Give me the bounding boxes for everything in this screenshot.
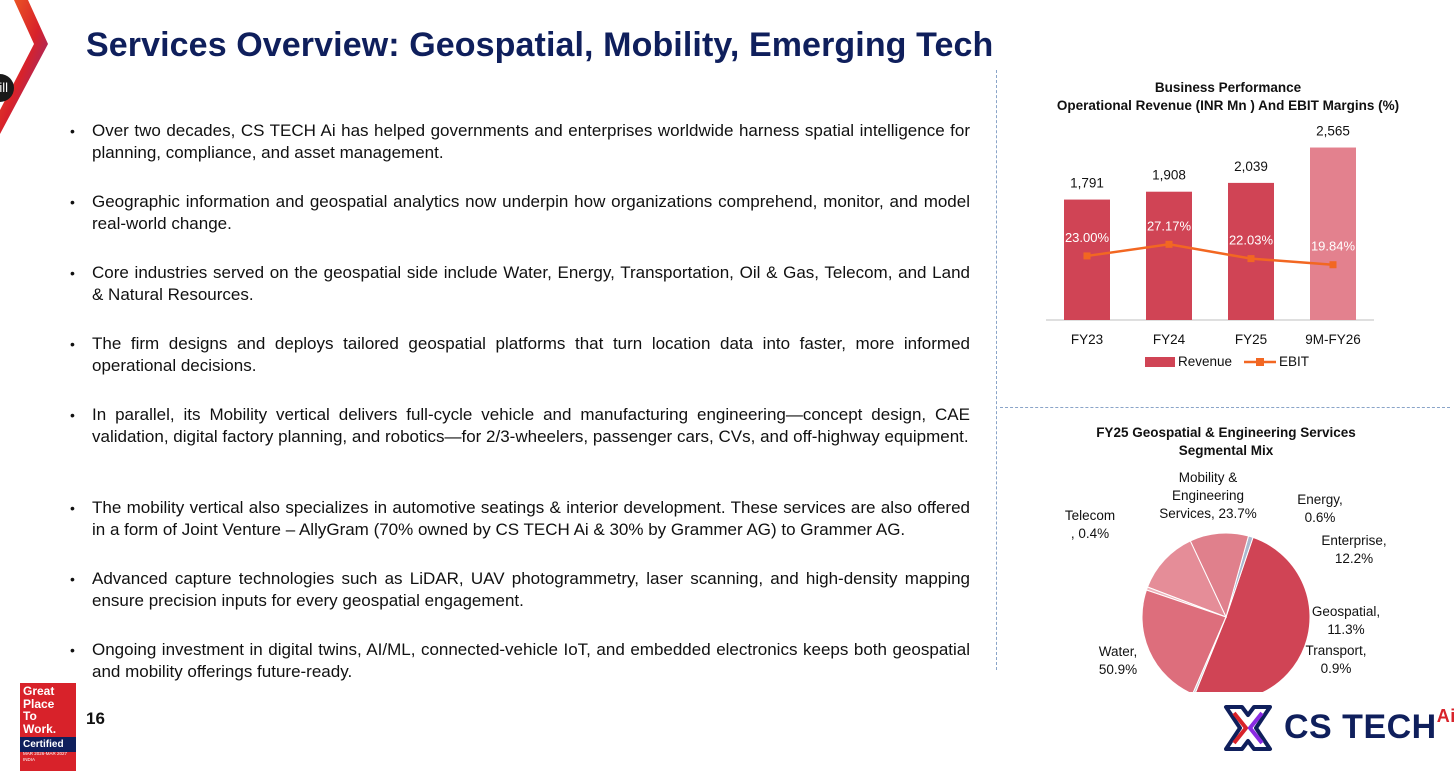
pie-label-telecom: Telecom, 0.4% (1065, 508, 1115, 541)
bullet-text: Advanced capture technologies such as Li… (92, 569, 970, 610)
bullet-text: Over two decades, CS TECH Ai has helped … (92, 121, 970, 162)
legend-revenue-swatch (1145, 357, 1175, 367)
revenue-data-label: 2,565 (1316, 125, 1350, 139)
revenue-bar (1146, 191, 1192, 320)
badge-line2: Place (23, 696, 55, 711)
pie-chart-title: FY25 Geospatial & Engineering Services S… (1040, 424, 1412, 460)
cs-tech-logo-text: CS TECHAi (1284, 705, 1456, 747)
pie-chart: Water, 50.9% Transport, 0.9% Geospatial, 11… (1065, 470, 1387, 692)
legend-revenue-label: Revenue (1178, 354, 1232, 369)
chart-legend: Revenue EBIT (1145, 354, 1309, 369)
pie-label-enterprise: Enterprise, 12.2% (1321, 533, 1386, 566)
bar-chart-title-line1: Business Performance (1154, 80, 1302, 95)
pie-slice-telecom (1192, 616, 1227, 692)
revenue-bar (1064, 199, 1110, 320)
bullet-text: The mobility vertical also specializes i… (92, 498, 970, 539)
list-item: • Over two decades, CS TECH Ai has helped… (70, 121, 970, 162)
pie-slice-mobility-engineering-services (1141, 589, 1227, 692)
badge-dates: MAR 2026-MAR 2027 INDIA (23, 751, 74, 763)
pie-slice-water (1195, 536, 1311, 692)
ebit-line (1086, 243, 1334, 266)
badge-line4: Work. (23, 721, 57, 736)
x-tick-label: FY24 (1153, 332, 1186, 347)
list-item: • Ongoing investment in digital twins, AI… (70, 640, 970, 681)
revenue-data-label: 1,908 (1152, 168, 1186, 183)
revenue-bar (1310, 147, 1356, 320)
ebit-point (1165, 240, 1173, 248)
side-tab[interactable]: ill (0, 74, 14, 102)
bar-chart-title: Business Performance Operational Revenue… (1030, 79, 1426, 115)
bullet-text: Core industries served on the geospatial… (92, 263, 970, 304)
revenue-data-label: 1,791 (1070, 176, 1104, 191)
list-item: • Core industries served on the geospatia… (70, 263, 970, 304)
pie-labels: Water, 50.9% Transport, 0.9% Geospatial, 11… (1065, 470, 1387, 677)
decorative-chevron (0, 0, 48, 134)
page-number: 16 (86, 709, 105, 728)
logo-name: CS TECH (1284, 708, 1437, 746)
bullet-text: Ongoing investment in digital twins, AI/… (92, 640, 970, 681)
pie-chart-title-line2: Segmental Mix (1178, 443, 1274, 458)
badge-line3: To (23, 709, 37, 723)
vertical-divider (996, 70, 997, 670)
cs-tech-logo-icon (1224, 705, 1272, 751)
legend-ebit-label: EBIT (1279, 354, 1309, 369)
x-tick-label: FY25 (1235, 332, 1267, 347)
badge-country: INDIA (23, 757, 36, 762)
pie-label-mobility: Mobility & Engineering Services, 23.7% (1159, 470, 1257, 521)
revenue-data-label: 2,039 (1234, 159, 1268, 174)
pie-label-water: Water, 50.9% (1099, 644, 1138, 677)
badge-certified: Certified (20, 737, 76, 752)
bullet-text: The firm designs and deploys tailored ge… (92, 334, 970, 375)
pie-label-geospatial: Geospatial, 11.3% (1312, 604, 1380, 637)
logo-suffix: Ai (1436, 705, 1456, 726)
badge-dates-text: MAR 2026-MAR 2027 (23, 751, 68, 756)
ebit-data-label: 22.03% (1229, 233, 1274, 248)
horizontal-divider (1000, 407, 1450, 408)
list-item: • Advanced capture technologies such as L… (70, 569, 970, 610)
ebit-point (1329, 261, 1337, 269)
ebit-point (1247, 255, 1255, 263)
ebit-data-label: 23.00% (1065, 230, 1110, 245)
list-item: • In parallel, its Mobility vertical deli… (70, 405, 970, 446)
pie-label-energy: Energy, 0.6% (1297, 492, 1343, 525)
bar-chart-title-line2: Operational Revenue (INR Mn ) And EBIT M… (1056, 98, 1400, 113)
bar-chart: 1,791 1,908 2,039 2,565 23.00% 27.17% 22.03% 1… (1046, 125, 1374, 369)
pie-label-transport: Transport, 0.9% (1305, 643, 1366, 676)
revenue-bar (1228, 182, 1274, 320)
pie-chart-title-line1: FY25 Geospatial & Engineering Services (1096, 425, 1356, 440)
bullet-text: In parallel, its Mobility vertical deliv… (92, 405, 970, 446)
list-item: • The firm designs and deploys tailored g… (70, 334, 970, 375)
list-item: • Geographic information and geospatial a… (70, 192, 970, 233)
x-tick-label: 9M-FY26 (1305, 332, 1361, 347)
badge-line1: Great (23, 684, 55, 698)
ebit-point (1083, 252, 1091, 260)
page-title: Services Overview: Geospatial, Mobility,… (86, 26, 994, 64)
bullet-text: Geographic information and geospatial an… (92, 192, 970, 233)
pie-slice-enterprise (1146, 540, 1227, 618)
x-tick-label: FY23 (1071, 332, 1103, 347)
ebit-data-label: 27.17% (1147, 218, 1192, 233)
legend-ebit-marker (1256, 358, 1264, 366)
list-item: • The mobility vertical also specializes … (70, 498, 970, 539)
ebit-data-label: 19.84% (1311, 239, 1356, 254)
great-place-to-work-badge: Great Place To Work. Certified MAR 2026-… (20, 683, 76, 771)
